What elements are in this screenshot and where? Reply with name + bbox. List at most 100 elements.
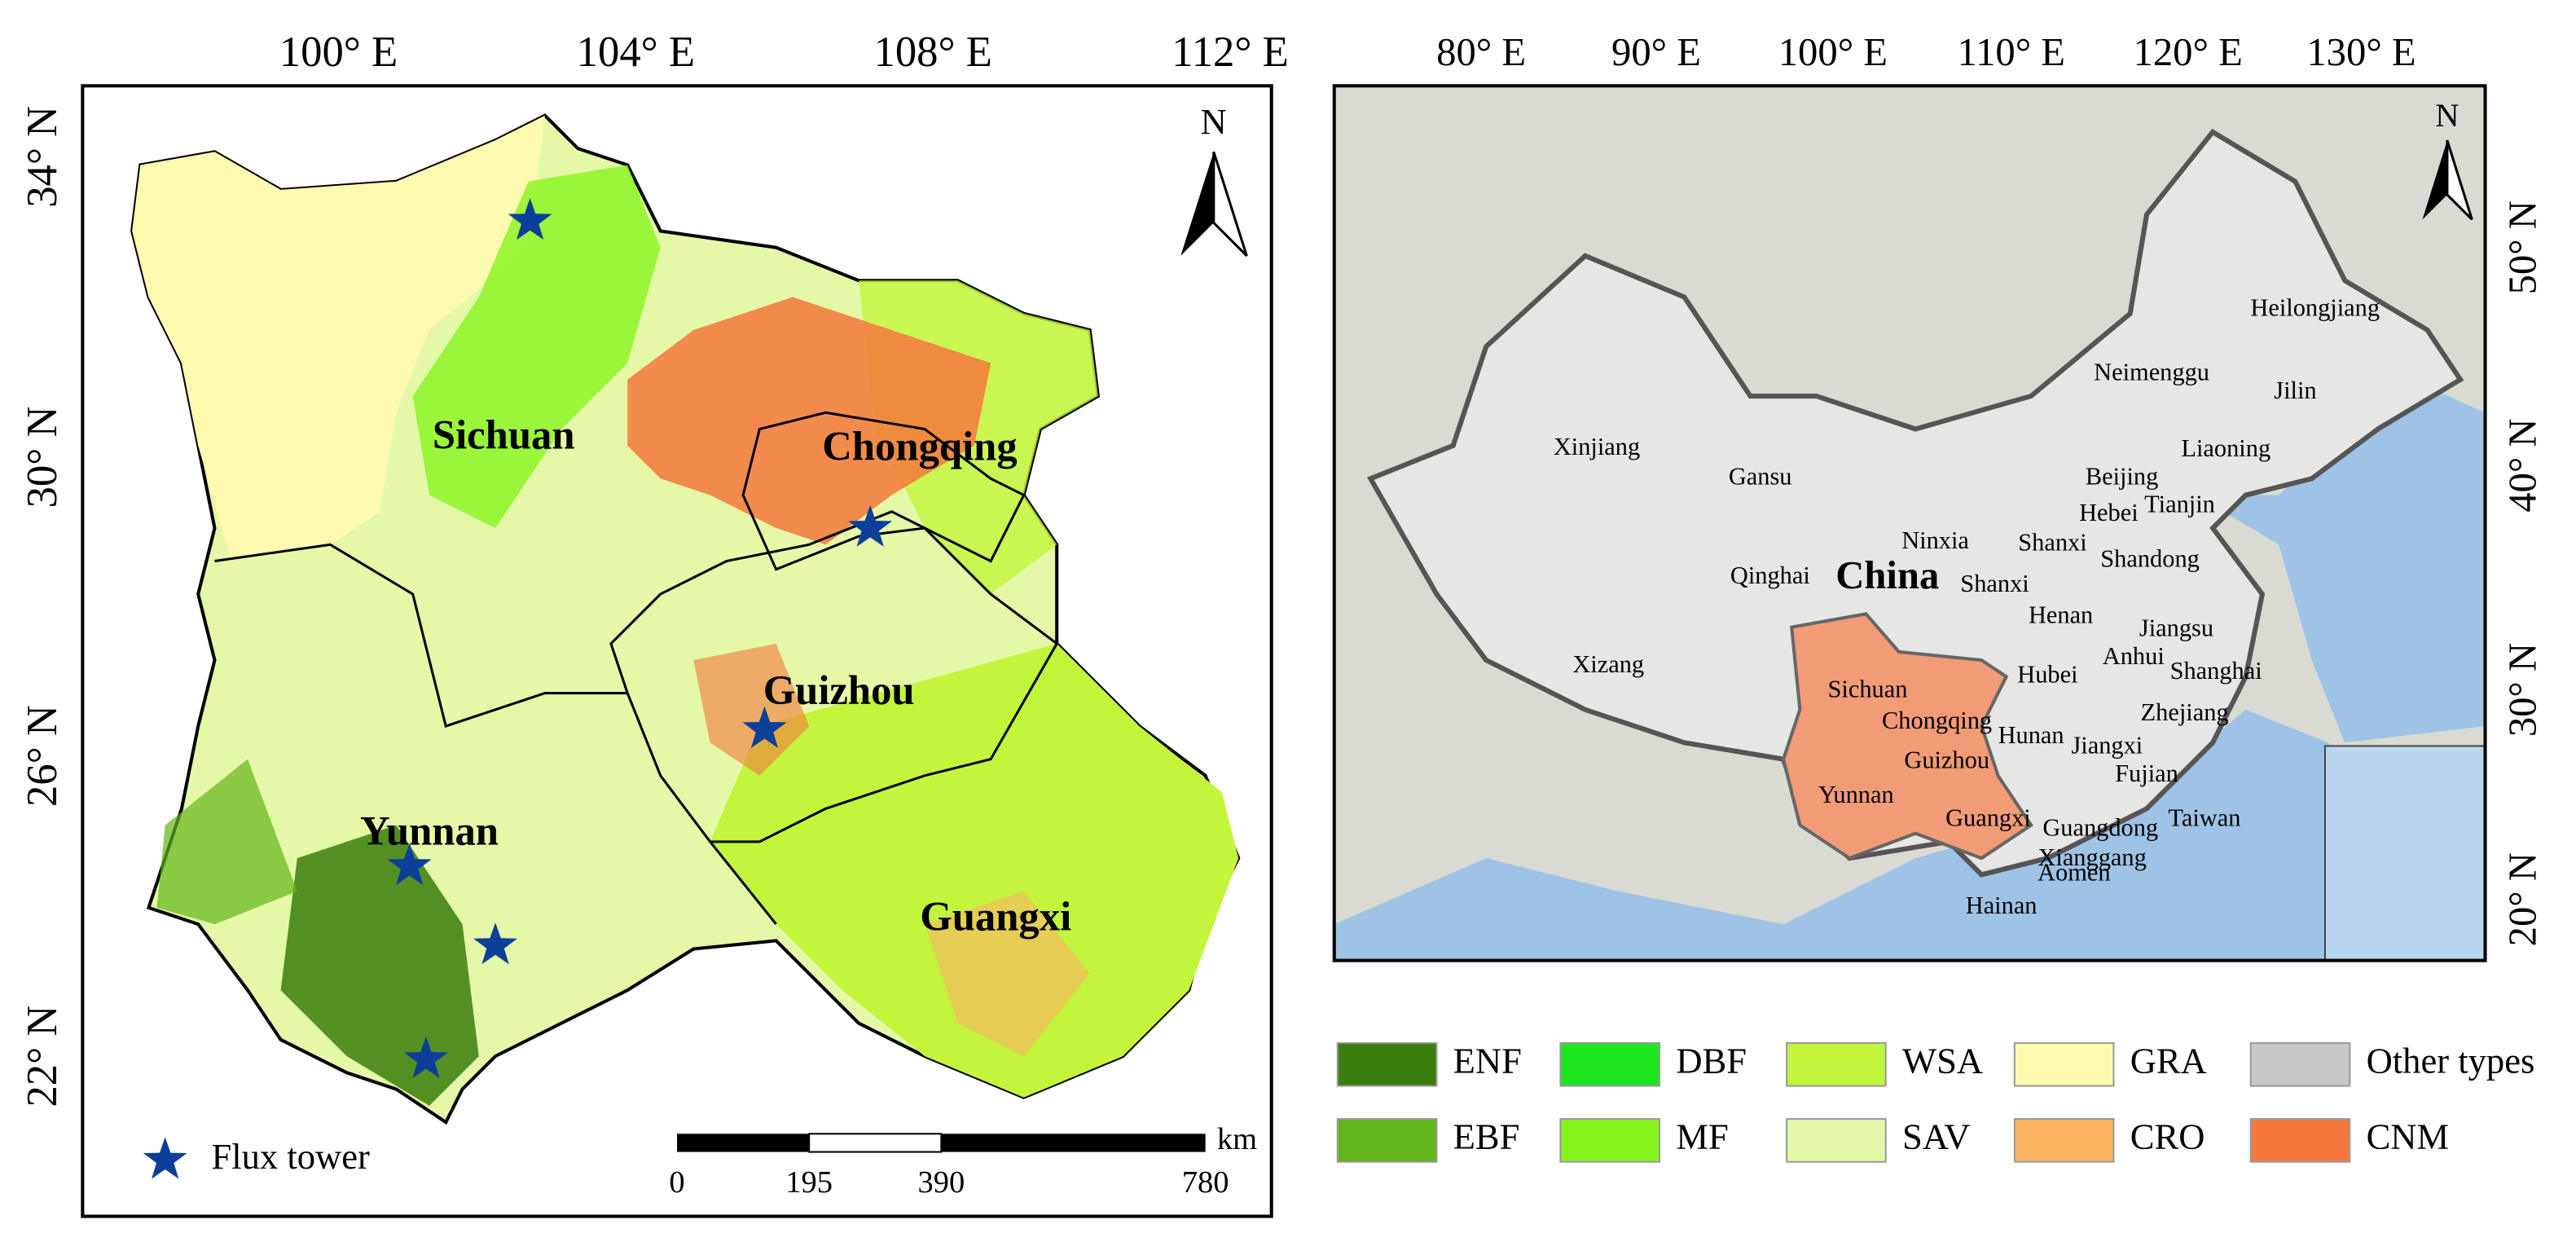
province-label: Xianggang [2038,843,2146,871]
province-label: Henan [2029,601,2093,628]
lon-label: 80° E [1436,30,1526,74]
lat-label: 30° N [19,407,66,509]
study-region [1781,612,2033,861]
forest-area [710,643,1239,1098]
lon-label: 120° E [2134,30,2243,74]
legend-label: SAV [1902,1116,1970,1157]
forest-area [280,825,479,1106]
province-label: Sichuan [1827,676,1907,703]
legend-label: CRO [2130,1116,2205,1157]
province-label: Guizhou [1904,746,1989,774]
province-label: Jiangxi [2071,731,2143,759]
scale-bar [808,1133,943,1153]
legend-swatch [1559,1041,1661,1087]
province-label: Fujian [2115,759,2178,787]
lon-label: 100° E [1778,30,1888,74]
province-label: Heilongjiang [2250,294,2380,322]
province-label: Beijing [2086,462,2158,490]
legend-label: WSA [1902,1040,1983,1081]
scale-label: 780 [1182,1165,1229,1200]
flux-tower-marker [387,843,432,886]
province-label: Shandong [2100,545,2200,573]
inset-frame [2323,745,2486,961]
legend-label: MF [1676,1116,1728,1157]
legend-label: DBF [1676,1040,1747,1081]
right-map-frame [1332,84,2487,962]
province-label: Tianjin [2144,491,2215,518]
legend-label: GRA [2130,1040,2207,1081]
lon-label: 90° E [1611,30,1701,74]
legend-label: EBF [1453,1116,1520,1157]
scale-label: 390 [917,1165,965,1200]
province-label: Qinghai [1730,561,1810,589]
province-label: Liaoning [2181,434,2270,462]
legend-label: CNM [2367,1116,2450,1157]
province-label: Guangdong [2042,814,2158,842]
north-label: N [1201,101,1227,142]
legend-swatch [1336,1041,1438,1087]
province-label: Yunnan [360,808,499,853]
flux-tower-marker [508,198,552,240]
cro-area [925,891,1090,1057]
lat-label: 20° N [2500,852,2544,946]
province-label: Jilin [2274,376,2316,404]
lon-label: 104° E [577,29,695,76]
lat-label: 30° N [2500,643,2544,737]
province-label: Xizang [1572,650,1644,678]
legend-swatch [1786,1041,1887,1087]
province-label: Zhejiang [2141,698,2229,726]
scale-label: 0 [669,1165,684,1200]
lat-label: 26° N [19,705,66,807]
legend-swatch [1559,1118,1661,1163]
province-boundaries [214,411,1058,926]
province-label: Hunan [1998,721,2064,749]
province-label: Xinjiang [1554,433,1640,460]
province-label: Sichuan [433,412,575,457]
grassland-area [132,115,545,561]
cnm-area [693,643,810,776]
province-label: Hebei [2079,499,2139,526]
province-label: Jiangsu [2139,614,2213,642]
legend-swatch [2249,1041,2351,1087]
province-label: Guizhou [763,667,915,713]
legend-swatch [2013,1118,2115,1163]
legend-label: Other types [2367,1040,2535,1081]
north-label: N [2435,97,2459,134]
north-arrow [1180,151,1248,257]
lat-label: 22° N [19,1006,66,1107]
country-label: China [1835,553,1939,597]
province-label: Anhui [2103,642,2165,670]
flux-tower-marker [403,1036,448,1079]
lat-label: 40° N [2500,418,2544,512]
cnm-area [627,297,991,545]
lat-label: 34° N [19,106,66,208]
forest-area [156,759,297,925]
legend-swatch [1336,1118,1438,1163]
lon-label: 112° E [1172,29,1288,76]
scale-bar [677,1134,810,1152]
province-label: Taiwan [2168,804,2240,831]
province-label: Gansu [1729,462,1792,490]
scale-bar [941,1134,1206,1152]
flux-tower-marker [742,706,787,749]
province-label: Shanxi [2018,528,2086,556]
legend-label: ENF [1453,1040,1522,1081]
sea [1334,379,2486,961]
province-label: Yunnan [1818,781,1894,808]
province-label: Hubei [2017,660,2077,688]
province-label: Neimenggu [2094,359,2209,386]
lon-label: 108° E [873,29,991,76]
flux-tower-marker [848,504,893,547]
lat-label: 50° N [2500,200,2544,294]
legend-label: Flux tower [211,1136,370,1177]
province-label: Hainan [1966,892,2038,919]
flux-tower-marker [143,1137,187,1179]
flux-tower-marker [473,922,518,965]
legend-swatch [2249,1118,2351,1163]
province-label: Guangxi [920,894,1071,940]
lon-label: 130° E [2306,30,2416,74]
scale-unit: km [1217,1122,1257,1156]
legend-swatch [2013,1041,2115,1087]
